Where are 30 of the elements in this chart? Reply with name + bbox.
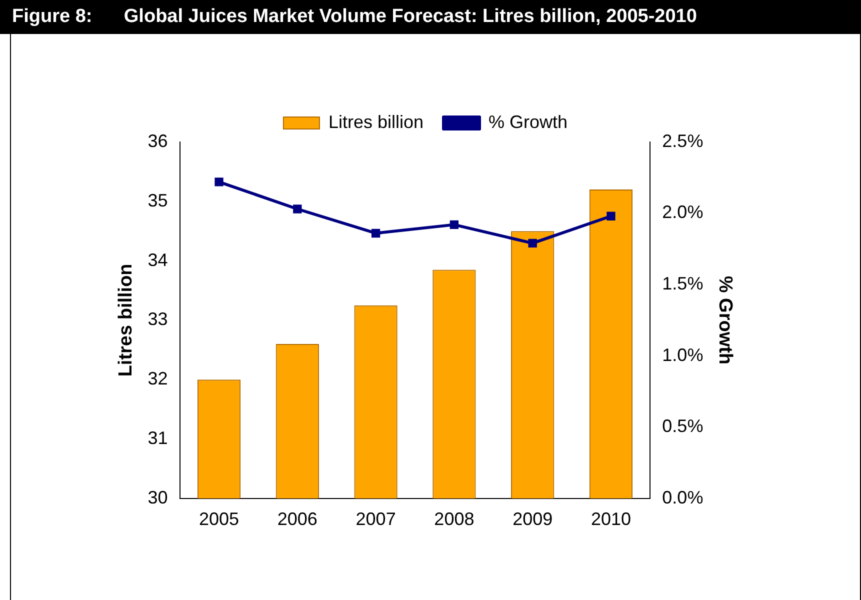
y2-tick-label: 0.0% <box>662 487 704 508</box>
x-tick-label: 2005 <box>198 509 240 530</box>
y2-tick-label: 2.0% <box>662 202 704 222</box>
point <box>606 212 616 220</box>
legend-label: % Growth <box>488 112 568 132</box>
y2-axis-title: % Growth <box>714 276 736 365</box>
legend-label: Litres billion <box>328 112 424 132</box>
x-tick-label: 2009 <box>512 509 553 530</box>
y2-tick-label: 1.5% <box>662 274 704 294</box>
point <box>528 238 537 248</box>
point <box>214 178 224 186</box>
y-tick-label: 32 <box>148 368 168 389</box>
chart-title: Figure 8: Global Juices Market Volume Forecast: Litres billion, 2005-2010 <box>0 0 861 34</box>
y2-tick-label: 2.5% <box>662 130 704 151</box>
y-tick-label: 34 <box>148 250 168 270</box>
x-tick-label: 2008 <box>434 509 474 530</box>
y2-tick-label: 0.5% <box>662 416 704 436</box>
point <box>293 204 302 214</box>
y-tick-label: 31 <box>148 428 168 448</box>
x-tick-label: 2007 <box>356 509 396 530</box>
y-axis-title: Litres billion <box>116 264 137 377</box>
x-tick-label: 2006 <box>277 509 318 530</box>
y-tick-label: 33 <box>148 309 168 330</box>
x-tick-label: 2010 <box>590 509 631 530</box>
y2-tick-label: 1.0% <box>662 344 704 365</box>
point <box>371 228 380 238</box>
y-tick-label: 36 <box>148 130 168 151</box>
y-tick-label: 35 <box>148 190 168 210</box>
y-tick-label: 30 <box>148 487 168 508</box>
point <box>450 220 459 230</box>
